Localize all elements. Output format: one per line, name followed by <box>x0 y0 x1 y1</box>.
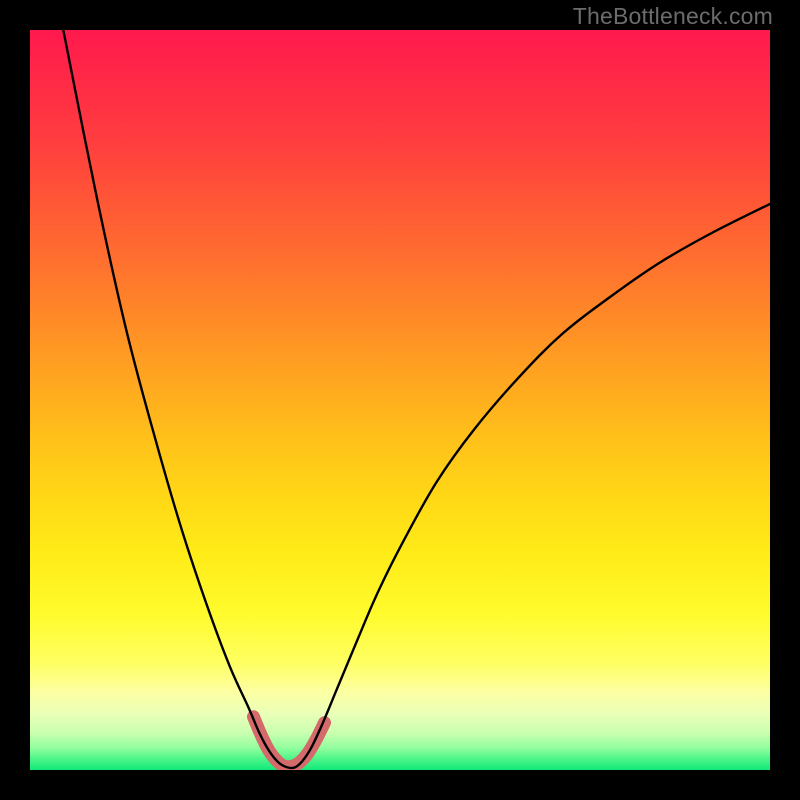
chart-stage: TheBottleneck.com <box>0 0 800 800</box>
plot-background <box>30 30 770 770</box>
watermark-text: TheBottleneck.com <box>573 3 773 30</box>
plot-svg <box>30 30 770 770</box>
plot-area <box>30 30 770 770</box>
